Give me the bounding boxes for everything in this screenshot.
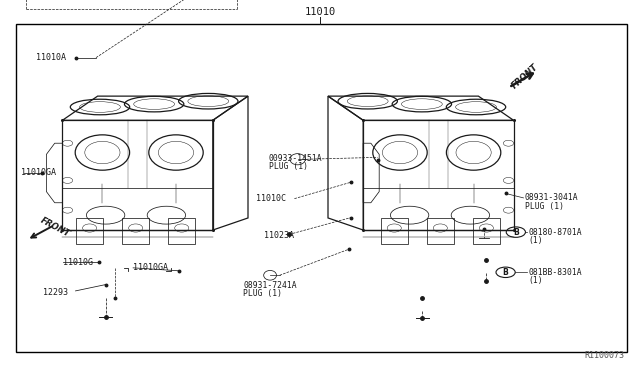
- Text: 08180-8701A: 08180-8701A: [529, 228, 582, 237]
- Text: R1100073: R1100073: [584, 351, 624, 360]
- Bar: [16, 24, 627, 352]
- Text: 11023A: 11023A: [264, 231, 294, 240]
- Text: 11010GA: 11010GA: [133, 263, 168, 272]
- Text: 11010G: 11010G: [63, 258, 93, 267]
- Text: 11010C: 11010C: [256, 194, 286, 203]
- Text: FRONT: FRONT: [510, 62, 540, 91]
- Text: PLUG (1): PLUG (1): [243, 289, 282, 298]
- Text: 11010A: 11010A: [36, 53, 67, 62]
- Text: FRONT: FRONT: [38, 216, 71, 239]
- Text: (1): (1): [529, 236, 543, 245]
- Text: 08931-7241A: 08931-7241A: [243, 281, 297, 290]
- Text: 08931-3041A: 08931-3041A: [525, 193, 579, 202]
- Text: 00933-1451A: 00933-1451A: [269, 154, 323, 163]
- Text: 12293: 12293: [43, 288, 68, 296]
- Text: PLUG (1): PLUG (1): [525, 202, 564, 211]
- Text: 11010: 11010: [305, 7, 335, 17]
- Text: 11010GA: 11010GA: [21, 169, 56, 177]
- Text: (1): (1): [529, 276, 543, 285]
- Text: B: B: [513, 228, 518, 237]
- Text: PLUG (1): PLUG (1): [269, 162, 308, 171]
- Text: B: B: [503, 268, 508, 277]
- Text: 081BB-8301A: 081BB-8301A: [529, 268, 582, 277]
